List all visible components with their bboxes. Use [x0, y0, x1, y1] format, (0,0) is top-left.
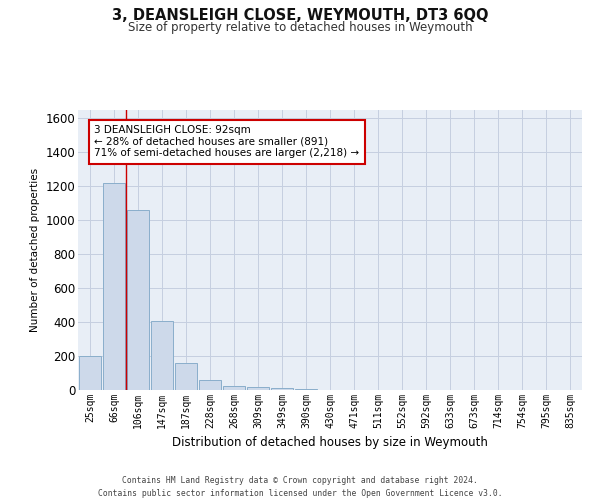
Bar — [79, 356, 101, 390]
Text: Size of property relative to detached houses in Weymouth: Size of property relative to detached ho… — [128, 21, 472, 34]
Bar — [127, 210, 149, 390]
Bar — [199, 380, 221, 390]
Bar — [151, 322, 173, 390]
Text: 3, DEANSLEIGH CLOSE, WEYMOUTH, DT3 6QQ: 3, DEANSLEIGH CLOSE, WEYMOUTH, DT3 6QQ — [112, 8, 488, 22]
Y-axis label: Number of detached properties: Number of detached properties — [30, 168, 40, 332]
X-axis label: Distribution of detached houses by size in Weymouth: Distribution of detached houses by size … — [172, 436, 488, 450]
Bar — [271, 388, 293, 390]
Bar — [247, 388, 269, 390]
Text: 3 DEANSLEIGH CLOSE: 92sqm
← 28% of detached houses are smaller (891)
71% of semi: 3 DEANSLEIGH CLOSE: 92sqm ← 28% of detac… — [94, 126, 359, 158]
Bar — [223, 386, 245, 390]
Bar — [175, 363, 197, 390]
Bar — [103, 183, 125, 390]
Text: Contains HM Land Registry data © Crown copyright and database right 2024.
Contai: Contains HM Land Registry data © Crown c… — [98, 476, 502, 498]
